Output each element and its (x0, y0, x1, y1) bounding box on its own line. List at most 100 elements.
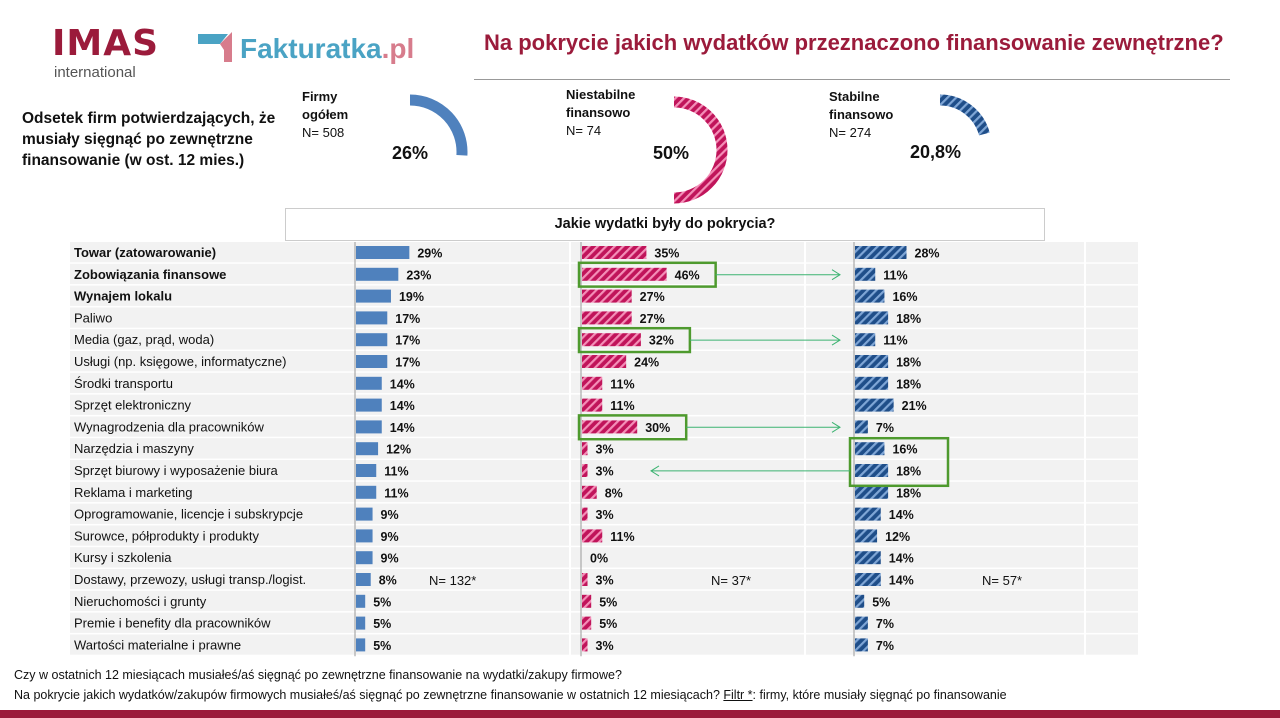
arrow-head (831, 334, 841, 346)
bar (356, 551, 373, 565)
data-label: 30% (645, 421, 670, 435)
bar (855, 398, 894, 412)
data-label: 9% (381, 552, 399, 566)
bar (855, 594, 865, 608)
fakturatka-logo: Fakturatka.pl (198, 30, 414, 66)
bar (582, 485, 597, 499)
data-label: 14% (889, 574, 914, 588)
bar (582, 442, 588, 456)
category-label: Narzędzia i maszyny (74, 441, 194, 456)
bar (855, 638, 868, 652)
data-label: 17% (395, 312, 420, 326)
bar (356, 420, 382, 434)
data-label: 18% (896, 377, 921, 391)
fakturatka-name: Fakturatka (240, 33, 382, 64)
data-label: 14% (390, 399, 415, 413)
gauge-value-unstable: 50% (653, 143, 690, 163)
gauge-label-all: Firmy ogółem N= 508 (302, 88, 348, 142)
category-label: Media (gaz, prąd, woda) (74, 332, 214, 347)
footnote-question-2: Na pokrycie jakich wydatków/zakupów firm… (14, 688, 1007, 702)
bar (582, 267, 667, 281)
data-label: 14% (390, 421, 415, 435)
bar (855, 464, 889, 477)
data-label: 18% (896, 486, 921, 500)
arrow-head (650, 465, 660, 477)
bar (855, 311, 889, 325)
data-label: 17% (395, 356, 420, 370)
data-label: 7% (876, 639, 894, 653)
data-label: 17% (395, 334, 420, 348)
bar (855, 355, 889, 368)
category-label: Reklama i marketing (74, 485, 193, 500)
bar (356, 442, 379, 456)
gauge-n: N= 508 (302, 125, 345, 140)
bar-chart: Towar (zatowarowanie) Zobowiązania finans… (70, 242, 1138, 657)
bar (582, 464, 588, 477)
data-label: 16% (892, 290, 917, 304)
category-label: Sprzęt elektroniczny (74, 398, 192, 413)
lead-text: Odsetek firm potwierdzających, że musiał… (22, 110, 276, 169)
data-label: 18% (896, 312, 921, 326)
data-label: 29% (417, 247, 442, 261)
data-label: 0% (590, 552, 608, 566)
arrow-head (831, 269, 841, 281)
category-label: Nieruchomości i grunty (74, 594, 207, 609)
category-label: Wynagrodzenia dla pracowników (74, 419, 265, 434)
gauge-label-stable: Stabilne finansowo N= 274 (829, 88, 893, 142)
data-label: 5% (373, 639, 391, 653)
category-label: Premie i benefity dla pracowników (74, 616, 271, 631)
bar (356, 267, 399, 281)
bar (855, 333, 876, 347)
data-label: 14% (390, 377, 415, 391)
row-background (70, 394, 1138, 415)
filter-label: Filtr * (723, 688, 753, 702)
data-label: 11% (610, 399, 634, 413)
footnote-question-2-text: Na pokrycie jakich wydatków/zakupów firm… (14, 688, 724, 702)
bar (582, 333, 641, 347)
fakturatka-tld: .pl (381, 33, 415, 64)
bar (855, 246, 907, 259)
data-label: 3% (596, 443, 614, 457)
gauge-arc (673, 96, 728, 204)
category-label: Dostawy, przewozy, usługi transp./logist… (74, 572, 306, 587)
bar (582, 638, 588, 652)
data-label: 11% (610, 377, 634, 391)
bar (582, 616, 592, 630)
data-label: 24% (634, 356, 659, 370)
footnote-question-1: Czy w ostatnich 12 miesiącach musiałeś/a… (14, 668, 622, 682)
data-label: 8% (605, 486, 623, 500)
row-background (70, 590, 1138, 612)
bar (356, 485, 377, 499)
bar (356, 573, 371, 586)
category-label: Oprogramowanie, licencje i subskrypcje (74, 507, 303, 522)
bar (855, 376, 889, 390)
bottom-brand-bar (0, 710, 1280, 718)
bar (855, 507, 881, 521)
page-title: Na pokrycie jakich wydatków przeznaczono… (484, 30, 1224, 55)
data-label: 12% (386, 443, 411, 457)
bar (356, 398, 382, 412)
category-label: Paliwo (74, 310, 112, 325)
bar (855, 267, 876, 281)
data-label: 7% (876, 421, 894, 435)
bar (356, 638, 366, 652)
bar (356, 594, 366, 608)
data-label: 27% (640, 290, 665, 304)
category-label: Wartości materialne i prawne (74, 637, 241, 652)
data-label: 3% (596, 508, 614, 522)
bar (582, 355, 627, 368)
category-label: Kursy i szkolenia (74, 550, 172, 565)
data-label: 9% (381, 508, 399, 522)
bar (582, 529, 603, 543)
bar (356, 355, 388, 368)
bar (582, 376, 603, 390)
data-label: 28% (915, 247, 940, 261)
gauge-label-line1: Stabilne (829, 89, 880, 104)
category-label: Wynajem lokalu (74, 289, 172, 304)
data-label: 11% (384, 465, 408, 479)
data-label: 8% (379, 574, 397, 588)
bar (582, 289, 632, 303)
bar (582, 311, 632, 325)
bar (356, 376, 382, 390)
bar (855, 529, 878, 543)
